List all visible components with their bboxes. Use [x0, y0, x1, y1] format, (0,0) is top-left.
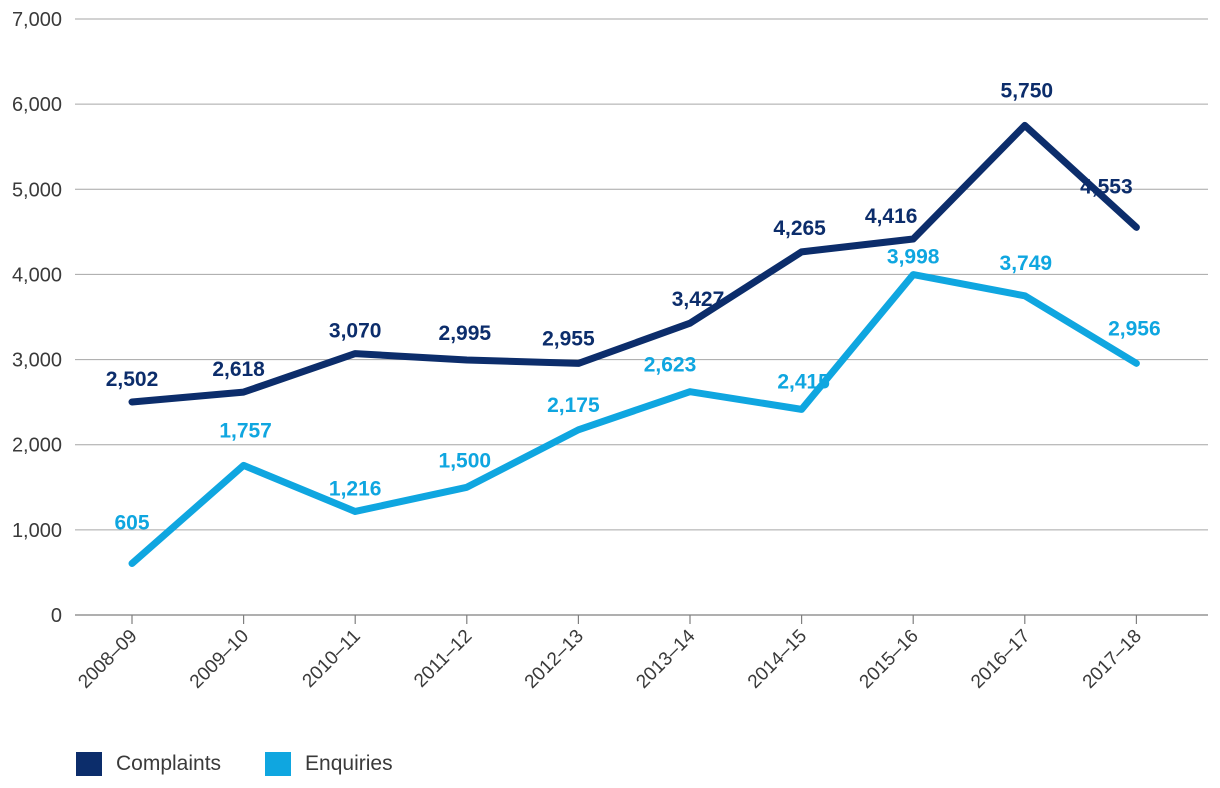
y-tick-label: 2,000 [12, 435, 62, 457]
data-label-enquiries: 3,998 [887, 246, 940, 269]
x-tick-label: 2015–16 [856, 626, 923, 693]
x-tick-label: 2017–18 [1079, 626, 1146, 693]
x-tick-label: 2014–15 [744, 626, 811, 693]
data-label-complaints: 4,553 [1080, 175, 1133, 198]
legend-item-enquiries: Enquiries [265, 752, 393, 776]
y-tick-label: 1,000 [12, 520, 62, 542]
data-label-enquiries: 1,757 [219, 419, 272, 442]
x-tick-label: 2012–13 [521, 626, 588, 693]
data-label-complaints: 4,265 [773, 217, 826, 240]
line-chart: 0 1,000 2,000 3,000 4,000 5,000 6,000 7,000 200… [12, 9, 1208, 693]
y-axis-ticks: 0 1,000 2,000 3,000 4,000 5,000 6,000 7,000 [12, 9, 62, 627]
legend-label-complaints: Complaints [116, 752, 222, 775]
data-label-complaints: 2,995 [439, 322, 492, 345]
data-label-enquiries: 1,500 [439, 449, 492, 472]
data-label-complaints: 3,427 [672, 288, 725, 311]
series-line-enquiries [128, 271, 1140, 567]
data-label-enquiries: 2,623 [644, 354, 697, 377]
data-label-enquiries: 2,175 [547, 394, 600, 417]
data-label-complaints: 2,502 [106, 368, 159, 391]
y-tick-label: 5,000 [12, 179, 62, 201]
data-label-enquiries: 2,956 [1108, 317, 1161, 340]
x-tick-label: 2013–14 [632, 625, 699, 692]
gridlines [75, 18, 1208, 531]
data-label-enquiries: 605 [114, 511, 149, 534]
y-tick-label: 6,000 [12, 94, 62, 116]
legend-swatch-complaints [76, 752, 102, 776]
x-axis-ticks: 2008–09 2009–10 2010–11 2011–12 2012–13 2013–… [74, 615, 1146, 693]
x-tick-label: 2009–10 [186, 626, 253, 693]
y-tick-label: 7,000 [12, 9, 62, 31]
y-tick-label: 0 [51, 605, 62, 627]
data-label-enquiries: 1,216 [329, 477, 382, 500]
series-line-complaints [128, 121, 1140, 406]
legend-swatch-enquiries [265, 752, 292, 776]
x-tick-label: 2011–12 [410, 626, 476, 692]
x-tick-label: 2008–09 [74, 626, 141, 693]
data-label-enquiries: 2,415 [777, 370, 830, 393]
data-label-complaints: 4,416 [865, 205, 918, 228]
data-label-enquiries: 3,749 [1000, 252, 1053, 275]
x-tick-label: 2016–17 [967, 626, 1034, 693]
data-label-complaints: 5,750 [1001, 79, 1054, 102]
data-label-complaints: 2,618 [212, 358, 265, 381]
data-label-complaints: 2,955 [542, 327, 595, 350]
x-tick-label: 2010–11 [299, 626, 365, 692]
data-label-complaints: 3,070 [329, 320, 382, 343]
y-tick-label: 4,000 [12, 264, 62, 286]
legend: Complaints Enquiries [76, 750, 437, 778]
series-lines [128, 121, 1140, 567]
legend-label-enquiries: Enquiries [305, 752, 393, 775]
y-tick-label: 3,000 [12, 350, 62, 372]
data-labels: 2,502 2,618 3,070 2,995 2,955 3,427 4,265 4,416… [106, 79, 1161, 534]
legend-item-complaints: Complaints [76, 752, 221, 776]
